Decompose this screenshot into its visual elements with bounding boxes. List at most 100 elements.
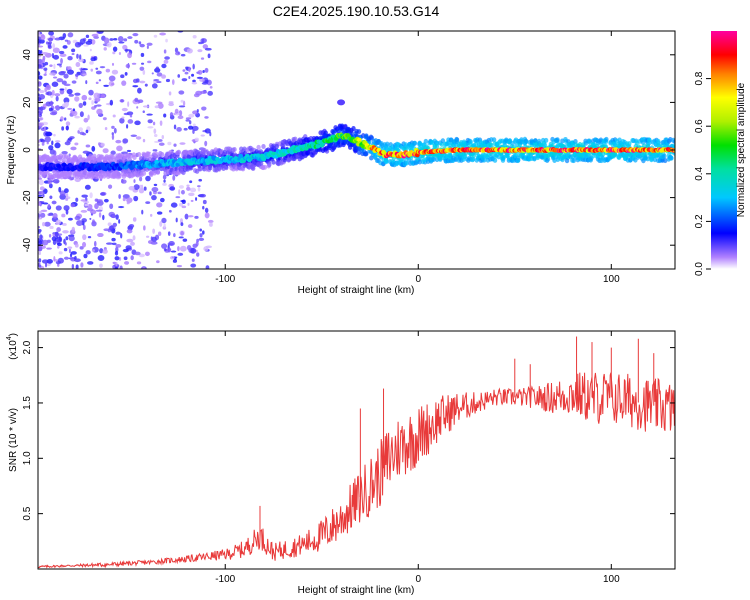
noise-speckle [157, 191, 162, 195]
noise-speckle [111, 69, 119, 75]
noise-speckle [192, 129, 195, 134]
noise-speckle [71, 226, 76, 233]
noise-speckle [164, 56, 170, 60]
snr-xlabel: Height of straight line (km) [298, 585, 415, 596]
noise-speckle [171, 79, 175, 85]
noise-speckle [121, 107, 128, 112]
noise-speckle [75, 62, 81, 68]
noise-speckle [176, 126, 182, 132]
noise-speckle [196, 76, 204, 79]
ridge-halo [232, 147, 237, 153]
noise-speckle [147, 240, 153, 244]
noise-speckle [201, 106, 207, 111]
noise-speckle [46, 259, 53, 264]
noise-speckle [188, 192, 195, 197]
noise-speckle [149, 191, 152, 196]
noise-speckle [135, 136, 142, 140]
noise-speckle [209, 222, 213, 227]
noise-speckle [102, 148, 109, 154]
noise-speckle [172, 259, 178, 263]
ridge-halo [351, 126, 356, 132]
noise-speckle [82, 234, 87, 241]
noise-speckle [161, 217, 167, 224]
noise-speckle [99, 248, 104, 254]
noise-speckle [119, 99, 125, 103]
noise-speckle [85, 144, 91, 148]
colorbar-tick-label: 0.2 [694, 214, 705, 228]
noise-speckle [63, 247, 68, 252]
noise-speckle [41, 58, 45, 64]
ridge-halo [672, 144, 675, 150]
y-tick-label: -40 [22, 238, 33, 253]
noise-speckle [49, 64, 53, 68]
noise-speckle [170, 202, 178, 208]
noise-speckle [48, 233, 52, 238]
noise-speckle [181, 78, 188, 82]
noise-speckle [99, 263, 103, 268]
noise-speckle [44, 87, 48, 93]
noise-speckle [139, 43, 145, 48]
noise-speckle [82, 101, 87, 106]
snr-plot-area [38, 336, 675, 569]
noise-speckle [94, 198, 99, 202]
noise-speckle [48, 107, 53, 112]
noise-speckle [71, 264, 75, 269]
noise-speckle [180, 222, 184, 227]
noise-speckle [64, 141, 71, 146]
noise-speckle [55, 219, 61, 225]
noise-speckle [48, 145, 54, 151]
noise-speckle [53, 63, 56, 70]
ridge-halo [543, 137, 549, 143]
x-tick-label: 100 [603, 574, 620, 585]
noise-speckle [181, 189, 185, 195]
noise-speckle [81, 194, 88, 198]
noise-speckle [174, 51, 181, 56]
noise-speckle [74, 258, 81, 263]
noise-speckle [173, 143, 177, 147]
noise-speckle [115, 243, 122, 248]
noise-speckle [52, 43, 56, 50]
noise-speckle [123, 38, 128, 42]
noise-speckle [82, 224, 86, 231]
noise-speckle [118, 194, 121, 199]
ridge-halo [148, 170, 154, 176]
noise-speckle [76, 220, 83, 226]
noise-speckle [130, 255, 134, 261]
noise-speckle [190, 263, 197, 268]
noise-speckle [184, 213, 189, 220]
ridge-halo [423, 138, 429, 144]
noise-speckle [175, 196, 181, 199]
noise-speckle [177, 252, 184, 256]
noise-speckle [124, 261, 130, 265]
noise-speckle [67, 55, 73, 61]
noise-speckle [107, 184, 113, 189]
noise-speckle [126, 197, 133, 204]
noise-speckle [202, 205, 205, 210]
noise-speckle [54, 37, 62, 41]
noise-speckle [97, 31, 104, 34]
noise-speckle [111, 134, 115, 140]
noise-speckle [61, 150, 68, 155]
noise-speckle [183, 127, 188, 131]
noise-speckle [151, 83, 158, 89]
noise-speckle [85, 34, 90, 39]
noise-speckle [81, 218, 87, 223]
noise-speckle [74, 92, 81, 96]
noise-speckle [60, 116, 64, 121]
noise-speckle [187, 215, 194, 218]
ridge-halo [500, 157, 506, 163]
noise-speckle [60, 70, 67, 74]
noise-speckle [41, 259, 49, 264]
noise-speckle [44, 136, 51, 143]
noise-speckle [118, 41, 125, 44]
noise-speckle [160, 197, 165, 203]
ridge-halo [176, 149, 181, 155]
noise-speckle [66, 66, 71, 70]
ridge-halo [440, 138, 446, 144]
noise-speckle [38, 139, 41, 143]
noise-speckle [156, 260, 160, 264]
noise-speckle [177, 246, 180, 252]
ridge-halo [630, 138, 635, 144]
noise-speckle [75, 73, 79, 77]
ridge-halo [267, 162, 272, 168]
